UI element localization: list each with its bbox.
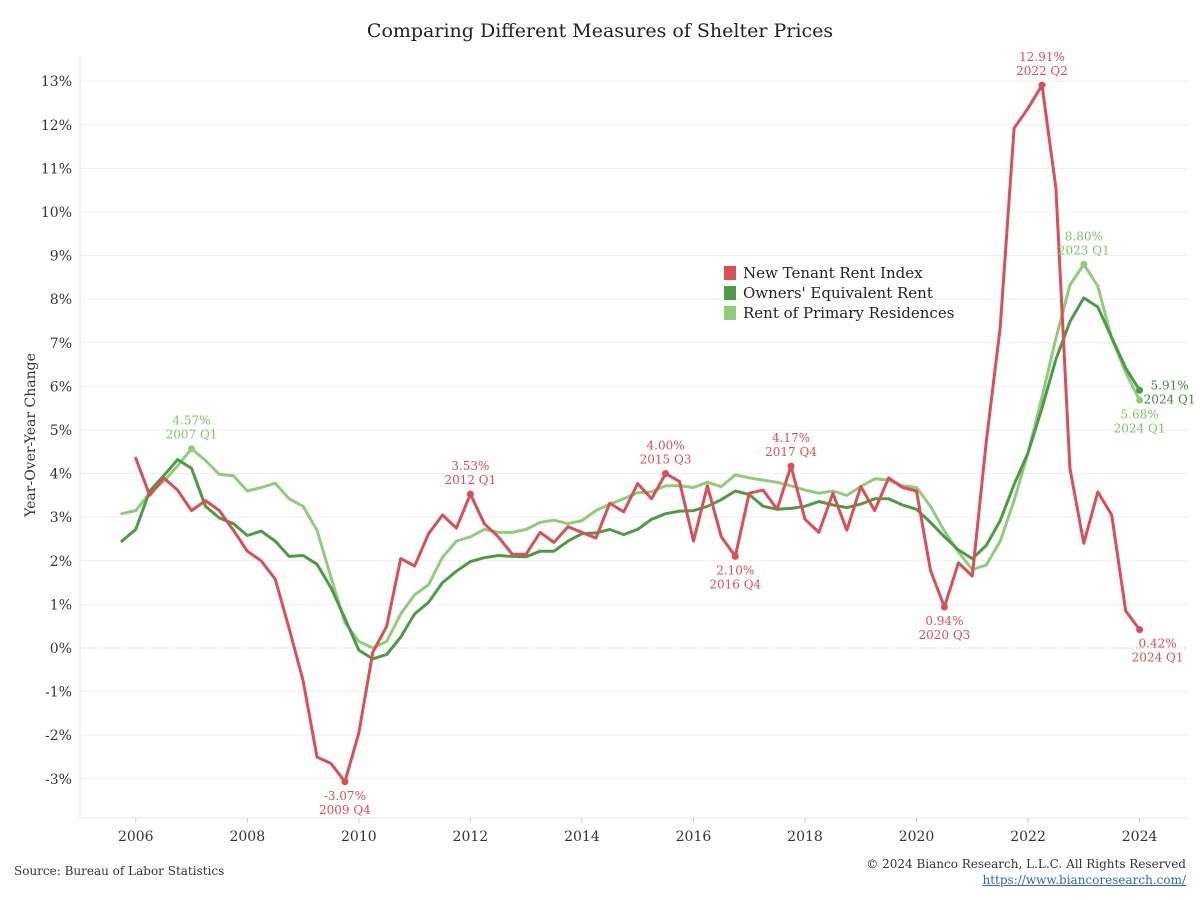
y-tick-label: 9% [50,249,72,265]
annotation-value: 12.91% [1019,50,1065,64]
x-tick-label: 2014 [564,829,600,845]
series-line-2 [120,262,1142,650]
annotation-value: 8.80% [1065,229,1103,243]
annotation-value: 0.42% [1139,637,1177,651]
y-tick-label: 12% [41,118,72,134]
legend-label: Rent of Primary Residences [743,304,954,322]
annotation-period: 2016 Q4 [709,577,761,591]
annotation-value: 4.57% [172,414,210,428]
annotation-value: 5.91% [1151,378,1189,392]
data-annotations: -3.07%2009 Q4 3.53%2012 Q1 4.00%2015 Q3 2.1… [166,50,1196,817]
y-tick-label: 11% [41,161,72,177]
annotation-value: 4.00% [647,439,685,453]
annotation-period: 2017 Q4 [765,445,817,459]
annotation-point [731,552,739,560]
copyright-text: © 2024 Bianco Research, L.L.C. All Right… [866,857,1186,871]
y-tick-label: 1% [50,597,72,613]
annotation-point [1136,626,1144,634]
annotation-period: 2015 Q3 [640,453,692,467]
x-tick-label: 2024 [1122,829,1158,845]
series-line-1 [120,296,1142,661]
annotation-point [1136,396,1144,404]
x-tick-label: 2020 [899,829,935,845]
y-tick-label: 2% [50,554,72,570]
chart-title: Comparing Different Measures of Shelter … [367,20,833,42]
annotation-point [940,603,948,611]
x-tick-label: 2022 [1010,829,1046,845]
annotation-point [1080,260,1088,268]
annotation-period: 2009 Q4 [319,803,371,817]
gridlines [79,55,1187,819]
y-tick-label: -2% [45,728,72,744]
annotation-point [188,445,196,453]
y-tick-label: 0% [50,641,72,657]
annotation-value: 2.10% [716,563,754,577]
series-line-0 [134,83,1142,784]
annotation-period: 2007 Q1 [166,428,218,442]
y-tick-label: 4% [50,467,72,483]
x-axis-ticks: 2006 2008 2010 2012 2014 2016 2018 2020 2022 2024 [118,818,1158,845]
annotation-period: 2023 Q1 [1058,243,1110,257]
x-tick-label: 2010 [341,829,377,845]
legend-label: Owners' Equivalent Rent [743,284,933,302]
annotation-point [341,778,349,786]
annotation-period: 2012 Q1 [444,473,496,487]
annotation-period: 2022 Q2 [1016,64,1068,78]
y-tick-label: 7% [50,336,72,352]
y-tick-label: 3% [50,510,72,526]
annotation-value: 3.53% [451,459,489,473]
legend-swatch [724,286,736,300]
annotation-point [787,462,795,470]
y-axis-ticks: -3% -2% -1% 0% 1% 2% 3% 4% 5% 6% 7% 8% 9% 10% 11% 12% 13… [41,74,72,788]
annotation-point [1136,386,1144,394]
x-tick-label: 2016 [676,829,712,845]
annotation-period: 2024 Q1 [1144,392,1196,406]
legend-label: New Tenant Rent Index [743,264,923,282]
legend-swatch [724,266,736,280]
annotation-value: 5.68% [1121,407,1159,421]
y-tick-label: -1% [45,685,72,701]
annotation-point [1038,81,1046,89]
annotation-value: 0.94% [925,614,963,628]
annotation-point [662,470,670,478]
annotation-value: 4.17% [772,431,810,445]
y-tick-label: 8% [50,292,72,308]
annotation-period: 2024 Q1 [1132,651,1184,665]
website-link[interactable]: https://www.biancoresearch.com/ [982,873,1186,887]
y-tick-label: 10% [41,205,72,221]
legend: New Tenant Rent Index Owners' Equivalent … [724,264,954,322]
x-tick-label: 2012 [453,829,489,845]
annotation-period: 2024 Q1 [1114,421,1166,435]
annotation-value: -3.07% [324,789,366,803]
footer-credits: © 2024 Bianco Research, L.L.C. All Right… [866,856,1186,888]
y-tick-label: 6% [50,379,72,395]
series-lines [120,83,1142,784]
y-tick-label: 13% [41,74,72,90]
y-tick-label: -3% [45,772,72,788]
source-note: Source: Bureau of Labor Statistics [14,864,225,878]
annotation-point [466,490,474,498]
y-tick-label: 5% [50,423,72,439]
x-tick-label: 2018 [787,829,823,845]
legend-swatch [724,306,736,320]
x-tick-label: 2006 [118,829,154,845]
y-axis-label: Year-Over-Year Change [23,353,39,518]
annotation-period: 2020 Q3 [918,628,970,642]
x-tick-label: 2008 [229,829,265,845]
